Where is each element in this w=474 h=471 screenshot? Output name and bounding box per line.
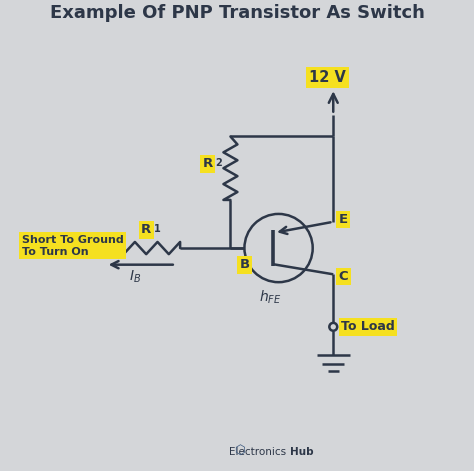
Text: E: E (338, 213, 347, 226)
Text: Short To Ground
To Turn On: Short To Ground To Turn On (22, 235, 123, 257)
Text: ⬡: ⬡ (234, 444, 245, 457)
Text: C: C (338, 270, 348, 283)
Title: Example Of PNP Transistor As Switch: Example Of PNP Transistor As Switch (50, 4, 424, 22)
Text: 12 V: 12 V (309, 70, 346, 85)
Text: To Load: To Load (341, 320, 395, 333)
Text: B: B (239, 258, 249, 271)
Text: R: R (141, 223, 151, 236)
Text: 1: 1 (154, 224, 161, 234)
Text: Electronics: Electronics (229, 447, 290, 456)
Text: $I_B$: $I_B$ (129, 269, 141, 285)
Text: 2: 2 (215, 158, 222, 168)
Text: $h_{FE}$: $h_{FE}$ (258, 288, 281, 306)
Text: R: R (202, 157, 213, 171)
Text: Hub: Hub (290, 447, 313, 456)
